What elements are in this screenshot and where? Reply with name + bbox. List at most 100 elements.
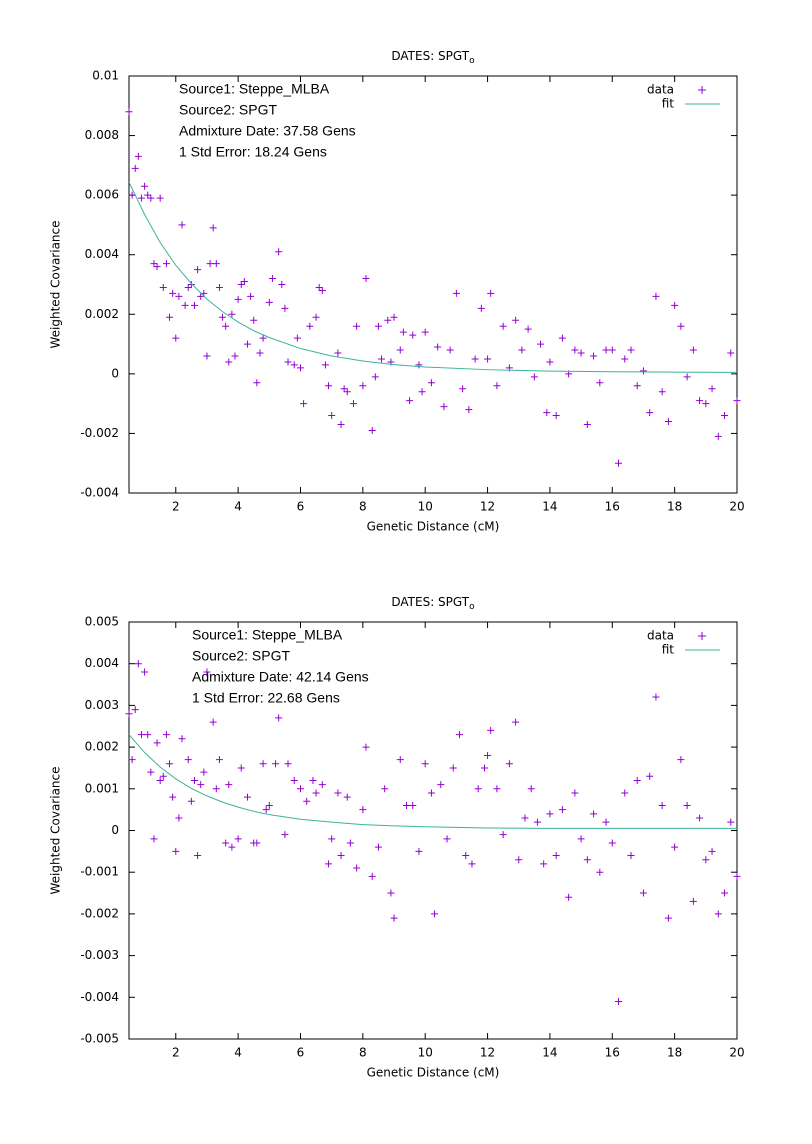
data-point [652, 693, 660, 701]
y-tick-label: -0.001 [80, 865, 119, 879]
data-point [225, 358, 233, 366]
data-point [362, 275, 370, 283]
data-point [499, 831, 507, 839]
data-point [309, 776, 317, 784]
data-point [284, 358, 292, 366]
data-point [487, 726, 495, 734]
data-point [256, 349, 264, 357]
data-point [203, 352, 211, 360]
y-tick-label: 0 [111, 366, 119, 380]
data-point [359, 382, 367, 390]
data-point [368, 872, 376, 880]
x-tick-label: 2 [172, 1046, 180, 1060]
data-point [627, 852, 635, 860]
data-point [639, 889, 647, 897]
data-point [452, 289, 460, 297]
data-point [284, 760, 292, 768]
data-point [162, 260, 170, 268]
data-point [602, 346, 610, 354]
data-point [134, 152, 142, 160]
data-point [153, 263, 161, 271]
data-point [144, 191, 152, 199]
x-tick-label: 10 [418, 500, 433, 514]
data-point [228, 310, 236, 318]
data-point [615, 997, 623, 1005]
x-tick-label: 12 [480, 500, 495, 514]
data-point [318, 286, 326, 294]
chart-title: DATES: SPGTo [391, 49, 475, 66]
data-point [462, 852, 470, 860]
data-point [727, 349, 735, 357]
data-point [721, 412, 729, 420]
data-point [714, 432, 722, 440]
y-tick-label: -0.005 [80, 1032, 119, 1046]
data-point [527, 785, 535, 793]
data-point [141, 668, 149, 676]
data-point [300, 400, 308, 408]
data-point [493, 382, 501, 390]
data-point [197, 781, 205, 789]
data-point [431, 910, 439, 918]
x-tick-label: 6 [297, 500, 305, 514]
data-point [337, 852, 345, 860]
data-point [530, 373, 538, 381]
data-point [293, 334, 301, 342]
annotation: 1 Std Error: 18.24 Gens [179, 144, 327, 160]
data-point [237, 764, 245, 772]
data-point [577, 835, 585, 843]
data-point [147, 194, 155, 202]
annotation: Source1: Steppe_MLBA [192, 627, 343, 643]
data-point [378, 355, 386, 363]
data-point [219, 313, 227, 321]
data-point [156, 776, 164, 784]
y-tick-label: 0.004 [85, 656, 119, 670]
data-point [415, 361, 423, 369]
data-point [306, 322, 314, 330]
data-point [194, 852, 202, 860]
data-point [184, 283, 192, 291]
data-point [396, 346, 404, 354]
y-tick-label: 0.001 [85, 781, 119, 795]
data-point [596, 379, 604, 387]
data-point [677, 756, 685, 764]
data-point [493, 785, 501, 793]
legend-label: data [647, 629, 674, 643]
data-point [633, 776, 641, 784]
data-point [137, 194, 145, 202]
data-point [328, 412, 336, 420]
y-tick-label: 0.006 [85, 188, 119, 202]
data-point [272, 760, 280, 768]
data-point [181, 301, 189, 309]
data-point [664, 914, 672, 922]
data-point [187, 281, 195, 288]
data-point [228, 843, 236, 851]
x-tick-label: 2 [172, 500, 180, 514]
data-point [615, 459, 623, 467]
data-point [346, 839, 354, 847]
title-subscript: o [469, 602, 475, 612]
data-point [733, 872, 741, 880]
data-point [137, 731, 145, 739]
data-point [265, 298, 273, 306]
data-point [353, 322, 361, 330]
data-point [134, 660, 142, 668]
title-text: DATES: SPGT [391, 595, 469, 609]
data-point [621, 789, 629, 797]
data-point [689, 897, 697, 905]
data-point [583, 420, 591, 428]
y-axis-label: Weighted Covariance [49, 220, 63, 348]
data-point [565, 893, 573, 901]
title-text: DATES: SPGT [391, 49, 469, 63]
data-point [296, 785, 304, 793]
data-point [153, 739, 161, 747]
data-point [577, 349, 585, 357]
data-point [437, 781, 445, 789]
y-tick-label: 0.008 [85, 128, 119, 142]
data-point [275, 714, 283, 722]
data-point [225, 781, 233, 789]
data-point [449, 764, 457, 772]
data-point [315, 283, 323, 291]
y-tick-label: -0.004 [80, 486, 119, 500]
data-point [253, 839, 261, 847]
legend-label: fit [662, 643, 675, 657]
